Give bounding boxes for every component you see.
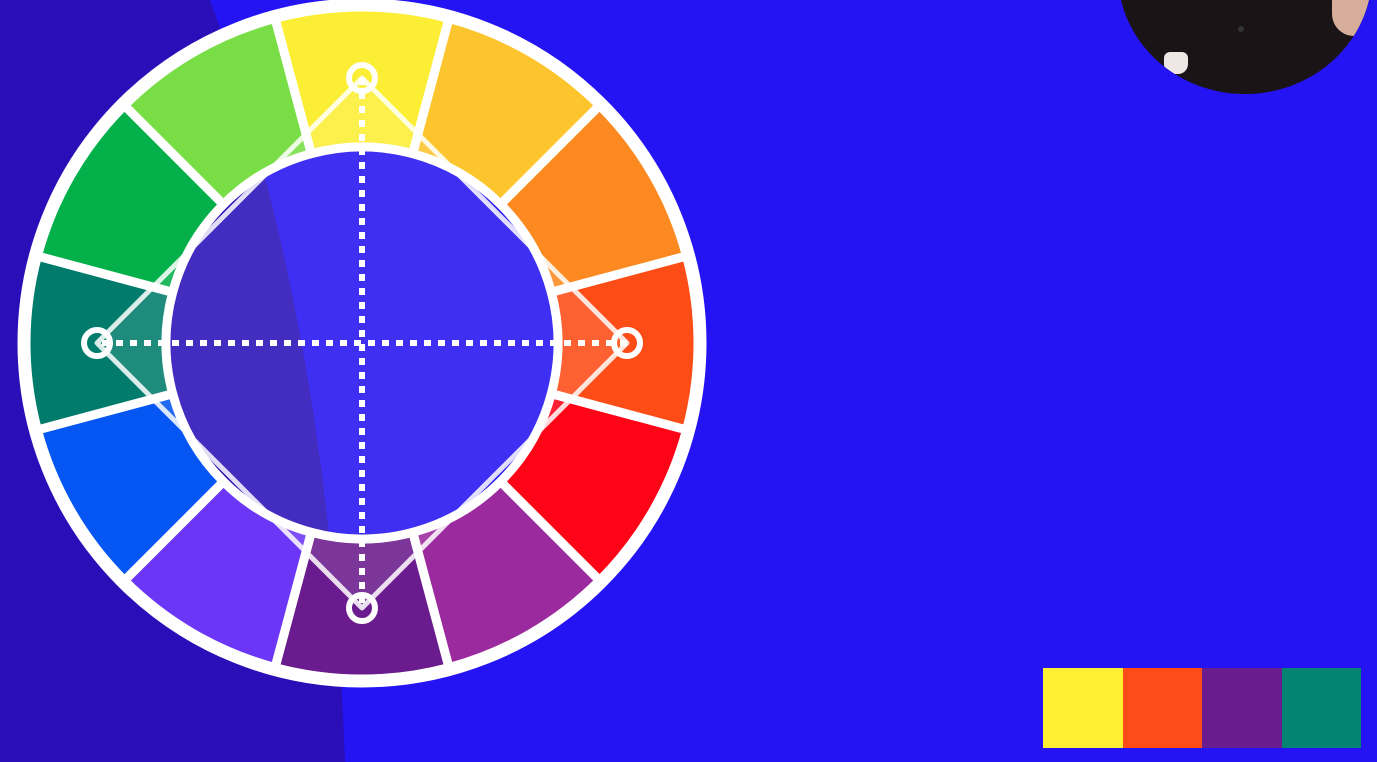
color-wheel-segments [17, 0, 707, 688]
wheel-outer-rim [17, 0, 707, 688]
scheme-node-red-orange [611, 327, 643, 359]
shirt-button [1238, 26, 1244, 32]
scheme-node-violet [346, 592, 378, 624]
scheme-square-outline [94, 75, 630, 611]
swatch-violet [1202, 668, 1282, 748]
swatch-red-orange [1122, 668, 1202, 748]
scheme-overlay [81, 62, 643, 624]
palette-swatches [1043, 668, 1361, 748]
wheel-segment-yellow-green [119, 13, 316, 209]
presenter-hand [1332, 0, 1372, 36]
scheme-node-blue-green [81, 327, 113, 359]
shirt-logo-icon [1164, 52, 1188, 74]
swatch-blue-green [1281, 668, 1361, 748]
scheme-node-yellow [346, 62, 378, 94]
swatch-yellow [1043, 668, 1123, 748]
